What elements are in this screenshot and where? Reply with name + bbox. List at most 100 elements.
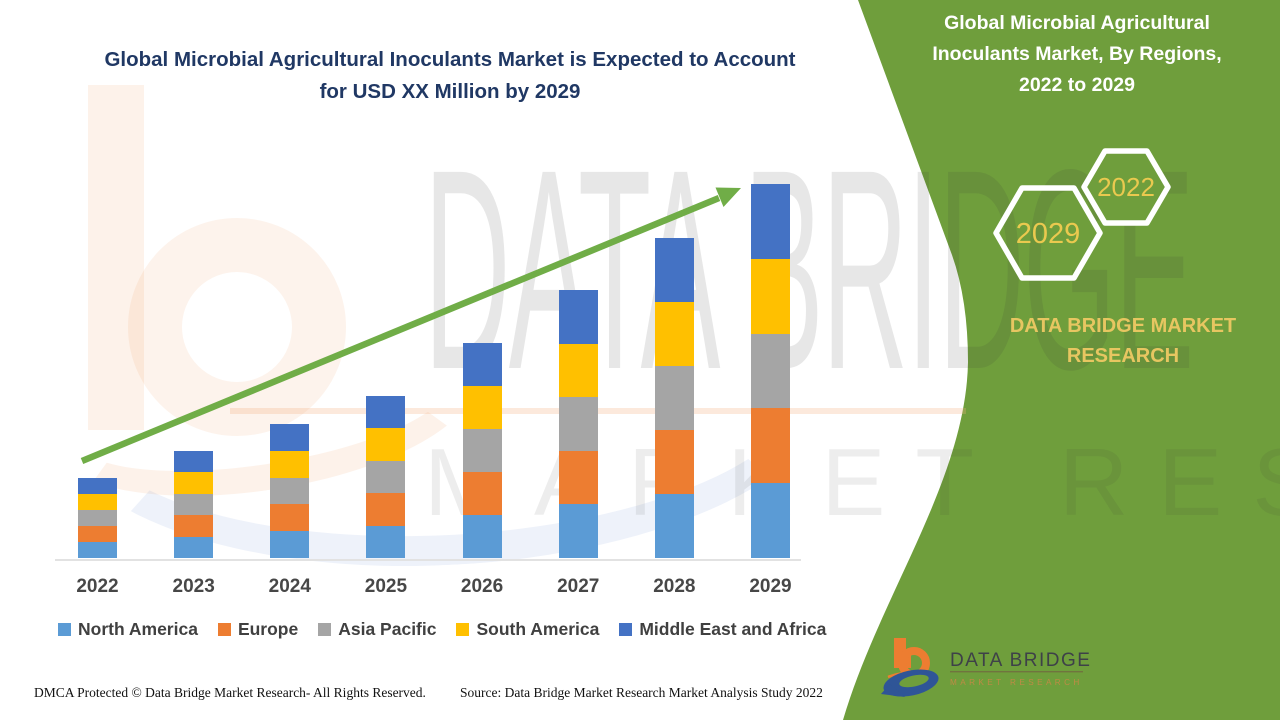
bar-column-2024 <box>270 424 310 558</box>
segment-2024-south-america <box>270 450 310 478</box>
legend-swatch-icon <box>456 623 470 636</box>
panel-title-line2: Inoculants Market, By Regions, <box>932 43 1222 65</box>
segment-2026-middle-east-and-africa <box>462 343 502 386</box>
segment-2028-europe <box>654 430 694 494</box>
legend-label: Europe <box>237 619 299 639</box>
segment-2025-europe <box>366 493 406 526</box>
segment-2029-europe <box>750 408 790 484</box>
x-axis-label-2024: 2024 <box>268 576 311 597</box>
hexagon-2022-label: 2022 <box>1097 172 1155 202</box>
segment-2026-asia-pacific <box>462 429 502 472</box>
bar-column-2028 <box>654 238 694 558</box>
panel-brand-name: DATA BRIDGE MARKET RESEARCH <box>940 311 1280 371</box>
segment-2023-north-america <box>174 536 214 558</box>
legend-item-europe: Europe <box>217 619 299 640</box>
segment-2029-south-america <box>750 258 790 334</box>
segment-2026-south-america <box>462 386 502 429</box>
legend-swatch-icon <box>58 623 71 636</box>
segment-2027-middle-east-and-africa <box>558 290 598 344</box>
segment-2027-europe <box>558 450 598 505</box>
segment-2026-europe <box>462 472 502 515</box>
chart-legend: North America Europe Asia Pacific South Ame… <box>58 619 826 640</box>
segment-2025-north-america <box>366 525 406 558</box>
legend-item-asia-pacific: Asia Pacific <box>318 619 436 640</box>
segment-2029-asia-pacific <box>750 333 790 409</box>
x-axis-line <box>55 559 801 561</box>
x-axis-label-2026: 2026 <box>460 576 504 597</box>
panel-title-line3: 2022 to 2029 <box>1018 74 1135 96</box>
bar-chart-plot-area <box>78 178 790 558</box>
panel-brand-line2: RESEARCH <box>1066 345 1180 367</box>
x-axis-label-2025: 2025 <box>364 576 408 597</box>
hexagon-2022 <box>1081 148 1171 226</box>
x-axis-label-2028: 2028 <box>653 576 696 597</box>
legend-item-south-america: South America <box>456 619 599 640</box>
logo-wordmark: DATA BRIDGE <box>950 650 1091 671</box>
bar-column-2029 <box>750 184 790 558</box>
legend-swatch-icon <box>318 623 332 636</box>
segment-2027-south-america <box>558 343 598 398</box>
segment-2024-middle-east-and-africa <box>270 424 310 451</box>
green-panel-shape <box>843 0 1280 720</box>
segment-2022-europe <box>78 526 117 542</box>
databridge-logo-mark <box>881 638 939 697</box>
segment-2028-south-america <box>654 302 694 366</box>
bar-column-2025 <box>366 396 406 558</box>
x-axis-label-2023: 2023 <box>172 576 215 597</box>
segment-2025-south-america <box>366 428 406 461</box>
segment-2029-middle-east-and-africa <box>750 184 790 259</box>
chart-title-line2: for USD XX Million by 2029 <box>319 80 581 103</box>
legend-label: Middle East and Africa <box>639 619 827 639</box>
footer-copyright: DMCA Protected © Data Bridge Market Rese… <box>34 685 426 700</box>
year-hexagons: 2029 2022 <box>993 148 1171 281</box>
legend-label: Asia Pacific <box>338 619 437 639</box>
bar-column-2022 <box>78 478 117 558</box>
segment-2028-north-america <box>654 494 694 558</box>
databridge-logo: DATA BRIDGE MARKET RESEARCH <box>881 638 1091 697</box>
segment-2022-north-america <box>78 542 117 558</box>
bar-column-2023 <box>174 451 214 558</box>
segment-2023-europe <box>174 515 214 537</box>
segment-2022-middle-east-and-africa <box>78 478 117 494</box>
segment-2024-asia-pacific <box>270 477 310 505</box>
logo-divider <box>950 671 1083 673</box>
segment-2024-north-america <box>270 531 310 558</box>
footer-source: Source: Data Bridge Market Research Mark… <box>460 685 823 700</box>
hexagon-2029 <box>993 185 1103 281</box>
x-axis-label-2029: 2029 <box>749 576 792 597</box>
panel-brand-line1: DATA BRIDGE MARKET <box>1009 315 1237 337</box>
hexagon-2029-label: 2029 <box>1016 218 1081 250</box>
segment-2028-middle-east-and-africa <box>654 238 694 302</box>
segment-2022-asia-pacific <box>78 510 117 526</box>
x-axis-labels: 2022 2023 2024 2025 2026 2027 2028 2029 <box>0 576 860 598</box>
x-axis-label-2022: 2022 <box>76 576 119 597</box>
legend-item-middle-east-and-africa: Middle East and Africa <box>619 619 826 640</box>
segment-2023-middle-east-and-africa <box>174 451 214 473</box>
legend-item-north-america: North America <box>58 619 198 640</box>
legend-swatch-icon <box>619 623 633 636</box>
legend-label: North America <box>78 619 198 639</box>
segment-2026-north-america <box>462 515 502 558</box>
panel-title-line1: Global Microbial Agricultural <box>944 12 1210 34</box>
legend-swatch-icon <box>217 623 231 636</box>
segment-2022-south-america <box>78 494 117 510</box>
chart-title-line1: Global Microbial Agricultural Inoculants… <box>104 48 796 71</box>
legend-label: South America <box>476 619 600 639</box>
segment-2023-south-america <box>174 472 214 494</box>
x-axis-label-2027: 2027 <box>557 576 600 597</box>
segment-2025-asia-pacific <box>366 460 406 494</box>
segment-2029-north-america <box>750 483 790 558</box>
segment-2025-middle-east-and-africa <box>366 396 406 429</box>
segment-2027-north-america <box>558 504 598 558</box>
segment-2027-asia-pacific <box>558 397 598 451</box>
logo-subtitle: MARKET RESEARCH <box>950 678 1083 687</box>
bar-column-2027 <box>558 290 598 558</box>
segment-2023-asia-pacific <box>174 493 214 516</box>
chart-title: Global Microbial Agricultural Inoculants… <box>30 44 870 108</box>
segment-2028-asia-pacific <box>654 366 694 430</box>
bar-column-2026 <box>462 343 502 558</box>
panel-title: Global Microbial Agricultural Inoculants… <box>877 8 1277 101</box>
segment-2024-europe <box>270 504 310 532</box>
